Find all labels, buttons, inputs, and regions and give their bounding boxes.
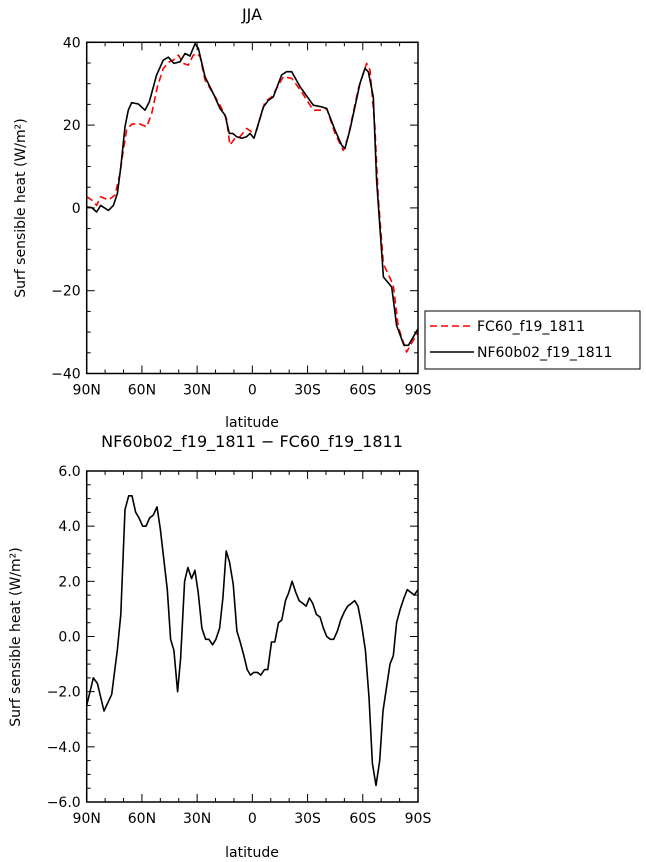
bottom-xtick-label: 30S <box>294 811 321 827</box>
bottom-ytick-label: 0.0 <box>58 630 80 646</box>
bottom-xtick-label: 90N <box>73 811 101 827</box>
top-series-fc60-f19-1811 <box>86 52 419 353</box>
legend-label-nf60b02: NF60b02_f19_1811 <box>477 345 612 361</box>
bottom-xtick-label: 0 <box>248 811 257 827</box>
top-xtick-label: 90N <box>73 383 101 399</box>
bottom-xtick-label: 60S <box>349 811 376 827</box>
bottom-series-difference <box>85 494 419 787</box>
top-ytick-label: 20 <box>63 118 81 134</box>
bottom-ytick-label: 4.0 <box>58 519 80 535</box>
top-xtick-label: 30S <box>294 383 321 399</box>
bottom-ytick-label: 6.0 <box>58 464 80 480</box>
bottom-chart-title: NF60b02_f19_1811 − FC60_f19_1811 <box>101 432 403 452</box>
top-chart-ylabel: Surf sensible heat (W/m²) <box>13 118 29 297</box>
bottom-ytick-label: 2.0 <box>58 574 80 590</box>
legend-label-fc60: FC60_f19_1811 <box>477 319 585 335</box>
legend-box <box>424 310 641 370</box>
bottom-chart-xlabel: latitude <box>225 845 279 861</box>
top-series-nf60b02-f19-1811 <box>86 42 419 347</box>
top-chart-title: JJA <box>241 5 262 24</box>
top-xtick-label: 90S <box>405 383 432 399</box>
bottom-chart-ylabel: Surf sensible heat (W/m²) <box>8 547 24 726</box>
top-ytick-label: −20 <box>51 284 81 300</box>
bottom-xtick-label: 60N <box>128 811 156 827</box>
top-xtick-label: 60S <box>349 383 376 399</box>
top-ytick-label: 40 <box>63 35 81 51</box>
top-plot-frame <box>85 41 419 375</box>
bottom-xtick-label: 90S <box>405 811 432 827</box>
bottom-ytick-label: −2.0 <box>47 685 81 701</box>
top-chart-xlabel: latitude <box>225 415 279 431</box>
bottom-plot-frame <box>85 470 419 803</box>
bottom-ytick-label: −6.0 <box>47 795 81 811</box>
bottom-ytick-label: −4.0 <box>47 740 81 756</box>
bottom-xtick-label: 30N <box>183 811 211 827</box>
legend: FC60_f19_1811 NF60b02_f19_1811 <box>424 310 641 370</box>
top-xtick-label: 60N <box>128 383 156 399</box>
top-xtick-label: 30N <box>183 383 211 399</box>
top-chart: 90N 60N 30N 0 30S 60S 90S −40 −20 0 20 40 <box>51 35 431 398</box>
top-xtick-label: 0 <box>248 383 257 399</box>
top-ytick-label: −40 <box>51 367 81 383</box>
bottom-chart: 90N 60N 30N 0 30S 60S 90S −6.0 −4.0 −2.0 0.0 2.0 4.0… <box>47 464 432 827</box>
top-ytick-label: 0 <box>72 201 81 217</box>
